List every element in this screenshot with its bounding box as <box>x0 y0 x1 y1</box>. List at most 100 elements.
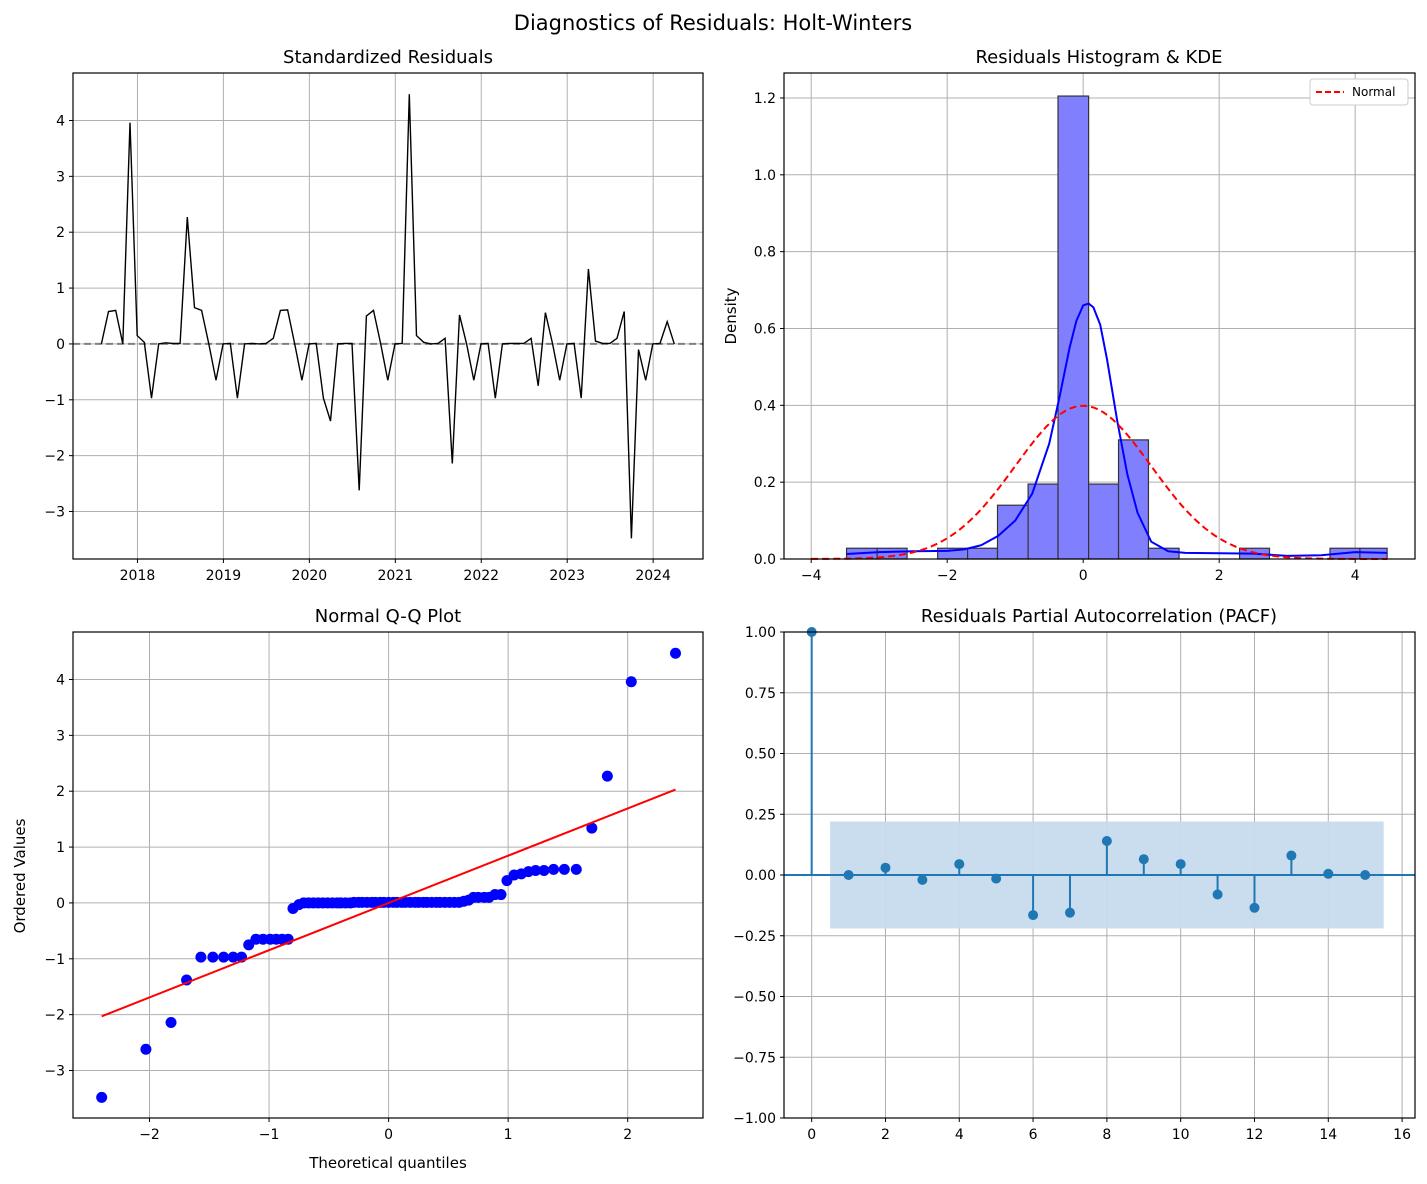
x-tick-label: 12 <box>1246 1127 1264 1143</box>
histogram-bar <box>1027 483 1059 560</box>
x-tick-label: 0 <box>384 1127 393 1143</box>
x-tick-label: 2 <box>881 1127 890 1143</box>
y-tick-label: 4 <box>56 113 65 129</box>
qq-point <box>195 951 207 963</box>
y-tick-label: 0.00 <box>745 868 776 884</box>
x-tick-label: 2 <box>1215 568 1224 584</box>
qq-point <box>601 770 613 782</box>
pacf-marker <box>1249 902 1260 913</box>
qq-fit-line <box>101 788 676 1018</box>
pacf-marker <box>1028 910 1039 921</box>
histogram-kde-panel: Residuals Histogram & KDE Density −4 −2 0 2… <box>722 47 1416 584</box>
y-tick-label: 0 <box>56 337 65 353</box>
y-axis-label: Ordered Values <box>11 818 29 933</box>
x-tick-label: −2 <box>139 1127 160 1143</box>
qq-point <box>495 889 507 901</box>
pacf-marker <box>1064 907 1075 918</box>
y-tick-label: 0.6 <box>754 321 776 337</box>
y-tick-label: 1 <box>56 281 65 297</box>
histogram-bar <box>966 547 999 560</box>
y-tick-label: −0.75 <box>733 1050 776 1066</box>
y-tick-label: 0 <box>56 896 65 912</box>
y-tick-label: −1.00 <box>733 1111 776 1127</box>
legend-box <box>1309 78 1409 106</box>
grid <box>73 632 703 1118</box>
pacf-marker <box>1212 889 1223 900</box>
y-tick-label: 0.8 <box>754 245 776 261</box>
y-tick-label: 3 <box>56 169 65 185</box>
qq-point <box>558 863 570 875</box>
figure-title: Diagnostics of Residuals: Holt-Winters <box>514 11 912 35</box>
legend: Normal <box>1309 78 1409 106</box>
y-tick-label: −0.25 <box>733 929 776 945</box>
panel-title: Residuals Histogram & KDE <box>975 47 1222 68</box>
y-tick-label: 0.75 <box>745 686 776 702</box>
x-tick-label: 0 <box>1079 568 1088 584</box>
panel-title: Normal Q-Q Plot <box>315 606 462 627</box>
qq-point <box>530 865 542 877</box>
qq-point <box>625 676 637 688</box>
pacf-marker <box>1175 859 1186 870</box>
y-tick-label: −1 <box>44 393 65 409</box>
y-tick-label: 1 <box>56 840 65 856</box>
qq-point <box>570 863 582 875</box>
x-tick-label: 8 <box>1102 1127 1111 1143</box>
x-tick-label: 1 <box>504 1127 513 1143</box>
x-tick-label: −1 <box>259 1127 280 1143</box>
x-tick-label: −2 <box>937 568 958 584</box>
y-tick-label: −2 <box>44 1008 65 1024</box>
qq-point <box>140 1043 152 1055</box>
qq-points <box>96 647 682 1103</box>
x-tick-label: 10 <box>1172 1127 1190 1143</box>
qq-point <box>670 647 682 659</box>
qq-point <box>207 951 219 963</box>
y-tick-label: −2 <box>44 449 65 465</box>
y-tick-label: 0.2 <box>754 475 776 491</box>
x-tick-label: 4 <box>955 1127 964 1143</box>
x-tick-label: 2023 <box>549 568 585 584</box>
pacf-marker <box>1286 850 1297 861</box>
qq-point <box>548 863 560 875</box>
axes-frame <box>783 631 1416 1119</box>
x-tick-label: 2018 <box>120 568 156 584</box>
panel-title: Residuals Partial Autocorrelation (PACF) <box>921 606 1277 627</box>
pacf-marker <box>843 870 854 880</box>
y-tick-label: −3 <box>44 505 65 521</box>
y-tick-label: −0.50 <box>733 990 776 1006</box>
x-tick-label: 4 <box>1351 568 1360 584</box>
y-tick-label: 1.2 <box>754 91 776 107</box>
y-tick-label: 0.25 <box>745 807 776 823</box>
x-tick-label: 2019 <box>206 568 242 584</box>
x-tick-label: −4 <box>801 568 822 584</box>
y-tick-label: 2 <box>56 784 65 800</box>
pacf-marker <box>991 873 1002 884</box>
pacf-panel: Residuals Partial Autocorrelation (PACF)… <box>733 606 1416 1143</box>
y-tick-label: 0.50 <box>745 747 776 763</box>
axes-frame <box>783 72 1416 560</box>
x-tick-label: 16 <box>1393 1127 1411 1143</box>
y-tick-label: 0.0 <box>754 552 776 568</box>
x-tick-label: 2021 <box>377 568 413 584</box>
panel-title: Standardized Residuals <box>283 47 493 68</box>
pacf-marker <box>954 859 965 870</box>
pacf-marker <box>917 874 928 885</box>
standardized-residuals-panel: Standardized Residuals 2018 2019 2020 2021 2… <box>44 47 704 584</box>
y-tick-label: 1.0 <box>754 168 776 184</box>
grid <box>73 73 703 559</box>
y-tick-label: 0.4 <box>754 398 776 414</box>
qq-point <box>218 951 230 963</box>
kde-curve <box>846 302 1388 557</box>
qq-point <box>227 951 239 963</box>
pacf-marker <box>880 862 891 873</box>
y-tick-label: 2 <box>56 225 65 241</box>
x-axis-label: Theoretical quantiles <box>308 1154 467 1172</box>
pacf-marker <box>1101 835 1112 846</box>
x-tick-label: 2020 <box>292 568 328 584</box>
x-tick-label: 0 <box>807 1127 816 1143</box>
y-axis-label: Density <box>722 287 740 344</box>
axes-frame <box>72 631 704 1119</box>
pacf-marker <box>1323 868 1334 879</box>
qq-point <box>586 822 598 834</box>
y-tick-label: 4 <box>56 672 65 688</box>
